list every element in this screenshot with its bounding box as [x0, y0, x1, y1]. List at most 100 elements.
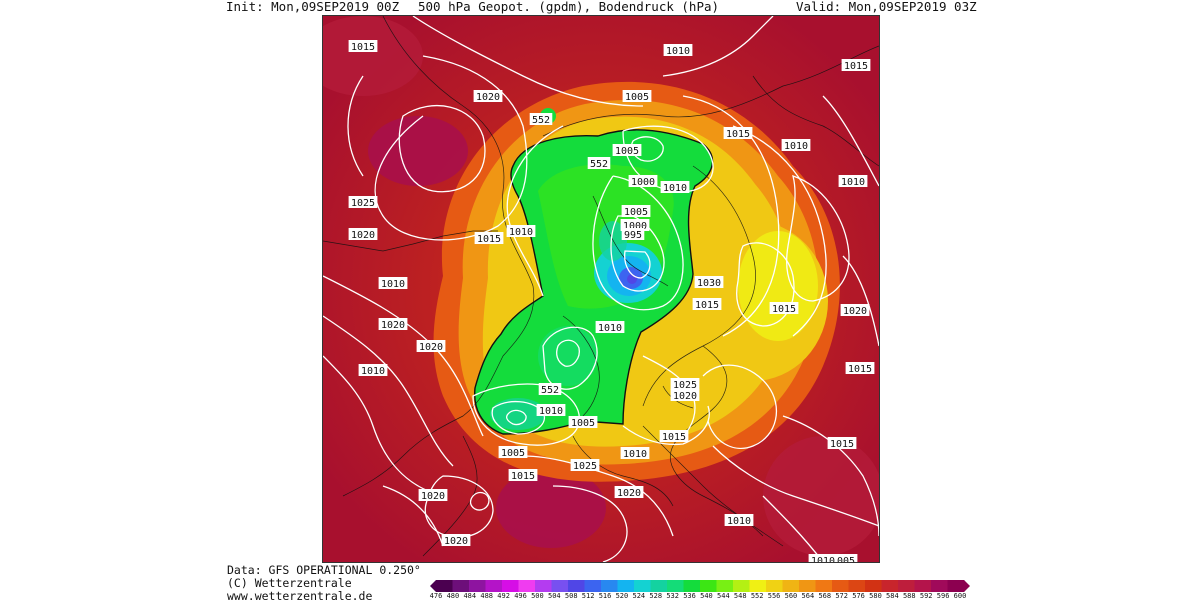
isobar-label: 1020 — [444, 536, 468, 547]
isobar-label: 1000 — [631, 177, 655, 188]
colorbar-tick-label: 532 — [666, 592, 679, 600]
colorbar-swatch — [650, 580, 668, 592]
isobar-label: 1010 — [381, 279, 405, 290]
colorbar-tick-label: 548 — [733, 592, 747, 600]
colorbar-tick-label: 568 — [818, 592, 832, 600]
isobar-label-bg — [828, 554, 858, 562]
colorbar-swatch — [881, 580, 899, 592]
colorbar-swatch — [518, 580, 536, 592]
isobar-label-bg — [441, 534, 471, 546]
isobar-label: 1005 — [624, 207, 648, 218]
isobar-label-bg — [660, 181, 690, 193]
isobar-label: 1005 — [501, 448, 525, 459]
isobar-label-bg — [614, 486, 644, 498]
colorbar-tick-label: 588 — [902, 592, 916, 600]
isobar-label: 1015 — [726, 129, 750, 140]
colorbar-swatch — [551, 580, 569, 592]
colorbar-swatch — [749, 580, 767, 592]
isobar-label-bg — [587, 157, 611, 169]
isobar-label-bg — [348, 196, 378, 208]
colorbar-swatch — [485, 580, 503, 592]
isobar-label-bg — [620, 447, 650, 459]
isobar-label: 1030 — [697, 278, 721, 289]
isobar-label-bg — [474, 232, 504, 244]
isobar-label-bg — [536, 404, 566, 416]
colorbar-tick-label: 512 — [581, 592, 595, 600]
isobar-label: 552 — [532, 115, 550, 126]
isobar-label: 552 — [590, 159, 608, 170]
isobar-label: 1010 — [361, 366, 385, 377]
isobar-label-bg — [416, 340, 446, 352]
isobar-label-bg — [612, 144, 642, 156]
isobar-label-bg — [378, 277, 408, 289]
isobar-label: 1015 — [695, 300, 719, 311]
isobar-label: 1010 — [811, 556, 835, 562]
isobar-label: 1025 — [573, 461, 597, 472]
colorbar-swatch — [733, 580, 750, 592]
colorbar-swatch — [502, 580, 519, 592]
isobar-label: 1025 — [351, 198, 375, 209]
colorbar-swatch — [947, 580, 965, 592]
colorbar-tick-label: 544 — [717, 592, 730, 600]
colorbar-tick-label: 520 — [615, 592, 629, 600]
colorbar-swatch — [782, 580, 800, 592]
isobar-label-bg — [418, 489, 448, 501]
isobar-label-bg — [348, 40, 378, 52]
isobar-label: 1015 — [848, 364, 872, 375]
colorbar-swatch — [832, 580, 849, 592]
isobar-label: 1005 — [615, 146, 639, 157]
isobar-label: 1015 — [662, 432, 686, 443]
colorbar-swatch — [931, 580, 948, 592]
colorbar-swatch — [436, 580, 453, 592]
isobar-label-bg — [808, 554, 838, 562]
isobar-label: 1005 — [571, 418, 595, 429]
isobar-label-bg — [663, 44, 693, 56]
colorbar-swatch — [617, 580, 635, 592]
colorbar-tick-label: 508 — [564, 592, 578, 600]
colorbar-tick-label: 596 — [936, 592, 950, 600]
isobar-label-bg — [348, 228, 378, 240]
isobar-label: 1010 — [623, 449, 647, 460]
colorbar-swatch — [700, 580, 717, 592]
isobar-label: 1015 — [351, 42, 375, 53]
isobar-label-bg — [769, 302, 799, 314]
isobar-label-bg — [358, 364, 388, 376]
isobar-label-bg — [781, 139, 811, 151]
isobar-label: 1005 — [625, 92, 649, 103]
isobar-label: 1010 — [598, 323, 622, 334]
valid-time-label: Valid: Mon,09SEP2019 03Z — [796, 0, 977, 14]
isobar-label-bg — [694, 276, 724, 288]
isobar-label-bg — [621, 228, 645, 240]
copyright-label: (C) Wetterzentrale — [227, 576, 352, 590]
isobar-label: 1015 — [772, 304, 796, 315]
isobar-label: 1020 — [351, 230, 375, 241]
isobar-label-bg — [724, 514, 754, 526]
isobar-label-bg — [840, 304, 870, 316]
colorbar-right-arrow — [964, 580, 970, 592]
colorbar — [430, 580, 970, 592]
chart-title: 500 hPa Geopot. (gpdm), Bodendruck (hPa) — [418, 0, 720, 14]
colorbar-swatch — [601, 580, 618, 592]
isobar-label: 1010 — [727, 516, 751, 527]
colorbar-tick-label: 480 — [446, 592, 460, 600]
isobar-label: 1020 — [419, 342, 443, 353]
isobar-label: 1010 — [784, 141, 808, 152]
colorbar-swatch — [898, 580, 915, 592]
colorbar-swatch — [766, 580, 783, 592]
isobar-label-bg — [568, 416, 598, 428]
isobar-label: 1025 — [673, 380, 697, 391]
isobar-label-bg — [378, 318, 408, 330]
isobar-label-bg — [621, 205, 651, 217]
colorbar-tick-label: 500 — [531, 592, 544, 600]
colorbar-tick-label: 552 — [750, 592, 764, 600]
colorbar-swatch — [584, 580, 602, 592]
colorbar-swatch — [799, 580, 816, 592]
colorbar-tick-label: 560 — [784, 592, 798, 600]
isobar-label-bg — [845, 362, 875, 374]
colorbar-tick-label: 484 — [463, 592, 477, 600]
isobar-label-bg — [538, 383, 562, 395]
isobar-label: 1005 — [831, 556, 855, 562]
website-link[interactable]: www.wetterzentrale.de — [227, 589, 373, 603]
data-source-label: Data: GFS OPERATIONAL 0.250° — [227, 563, 421, 577]
isobar-label: 1020 — [381, 320, 405, 331]
